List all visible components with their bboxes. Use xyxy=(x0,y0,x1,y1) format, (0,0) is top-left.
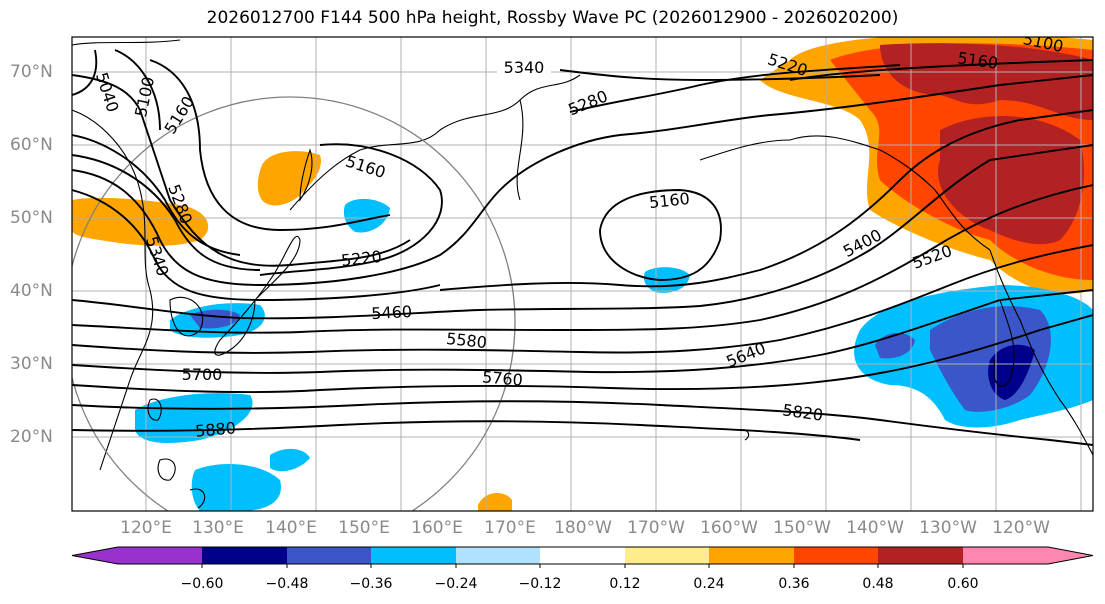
negative-anomaly-small1 xyxy=(270,448,310,472)
contour-label: 5880 xyxy=(194,418,236,440)
colorbar-tick: 0.48 xyxy=(862,576,894,592)
colorbar-tick: 0.60 xyxy=(947,576,979,592)
contour-label: 5820 xyxy=(781,400,824,424)
colorbar-segment xyxy=(371,547,456,564)
colorbar-segment xyxy=(202,547,287,564)
lat-label: 60°N xyxy=(10,135,53,155)
lon-label: 170°W xyxy=(627,518,685,538)
contour-label: 5160 xyxy=(160,93,198,138)
lon-label: 130°E xyxy=(192,518,244,538)
colorbar-tick: 0.12 xyxy=(609,576,641,592)
negative-anomaly-kamchatka xyxy=(343,198,390,233)
contour-label: 5040 xyxy=(92,70,123,115)
colorbar-segment xyxy=(963,547,1048,564)
contour-label: 5400 xyxy=(840,225,885,261)
map-title: 2026012700 F144 500 hPa height, Rossby W… xyxy=(206,8,899,28)
lat-label: 20°N xyxy=(10,427,53,447)
colorbar-extend-right xyxy=(1048,547,1093,564)
contour-label: 5280 xyxy=(566,86,611,119)
lat-label: 50°N xyxy=(10,208,53,228)
colorbar-segment xyxy=(287,547,371,564)
colorbar-tick: −0.24 xyxy=(434,576,478,592)
lon-label: 160°E xyxy=(411,518,463,538)
positive-anomaly-china xyxy=(72,197,209,246)
colorbar-segment xyxy=(709,547,794,564)
colorbar-tick: −0.12 xyxy=(518,576,562,592)
lon-label: 140°W xyxy=(846,518,904,538)
contour-label: 5160 xyxy=(648,189,690,212)
colorbar-segment xyxy=(794,547,878,564)
negative-anomaly-east-sub xyxy=(875,333,915,359)
lon-label: 120°W xyxy=(992,518,1050,538)
lon-label: 180°W xyxy=(554,518,612,538)
lon-label: 120°E xyxy=(120,518,172,538)
colorbar-outline xyxy=(71,546,1094,565)
colorbar xyxy=(71,546,1094,568)
colorbar-extend-left xyxy=(72,547,118,564)
contour-label: 5340 xyxy=(504,58,545,77)
positive-anomaly-small xyxy=(478,493,512,511)
lon-label: 140°E xyxy=(265,518,317,538)
lon-label: 170°E xyxy=(484,518,536,538)
colorbar-segment xyxy=(118,547,202,564)
domain-circle xyxy=(72,96,516,511)
positive-anomaly-canada-max xyxy=(938,116,1084,245)
contour-label: 5160 xyxy=(343,151,388,182)
colorbar-segment xyxy=(625,547,709,564)
plot-frame xyxy=(71,36,1094,512)
contour-label: 5760 xyxy=(481,367,523,389)
colorbar-tick: 0.24 xyxy=(693,576,725,592)
colorbar-segment xyxy=(540,547,625,564)
contour-label: 5220 xyxy=(340,247,382,270)
lon-label: 130°W xyxy=(919,518,977,538)
lon-label: 160°W xyxy=(700,518,758,538)
height-contours xyxy=(72,49,1093,446)
contour-label: 5520 xyxy=(910,241,955,273)
contour-label: 5460 xyxy=(371,302,413,323)
lat-label: 40°N xyxy=(10,281,53,301)
lat-label: 70°N xyxy=(10,62,53,82)
colorbar-tick: −0.60 xyxy=(180,576,224,592)
contour-label: 5100 xyxy=(131,75,158,119)
colorbar-tick: 0.36 xyxy=(778,576,810,592)
colorbar-segment xyxy=(456,547,540,564)
lon-label: 150°W xyxy=(773,518,831,538)
colorbar-tick: −0.36 xyxy=(349,576,393,592)
colorbar-tick: −0.48 xyxy=(265,576,309,592)
lon-label: 150°E xyxy=(338,518,390,538)
colorbar-segment xyxy=(878,547,963,564)
lat-label: 30°N xyxy=(10,354,53,374)
contour-label: 5700 xyxy=(182,365,223,384)
negative-anomaly-south2 xyxy=(191,464,281,511)
contour-label: 5580 xyxy=(445,329,487,352)
coastlines xyxy=(72,39,1093,509)
